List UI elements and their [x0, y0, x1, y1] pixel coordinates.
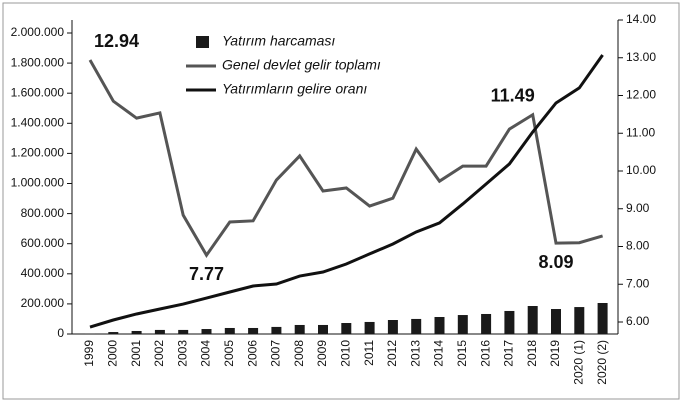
legend-label: Genel devlet gelir toplamı — [222, 57, 381, 73]
y2-tick-label: 14.00 — [626, 12, 656, 26]
bar — [132, 331, 142, 334]
bar — [365, 322, 375, 334]
y-tick-label: 2.000.000 — [11, 25, 65, 39]
y-tick-label: 1.200.000 — [11, 146, 65, 160]
data-label: 8.09 — [538, 252, 573, 272]
x-tick-label: 2009 — [315, 340, 329, 367]
x-tick-label: 2015 — [455, 340, 469, 367]
bar — [458, 315, 468, 334]
bar — [178, 330, 188, 334]
x-tick-label: 2004 — [199, 340, 213, 367]
y-tick-label: 800.000 — [21, 206, 65, 220]
x-tick-label: 2002 — [152, 340, 166, 367]
x-tick-label: 2020 (2) — [595, 340, 609, 385]
x-tick-label: 2018 — [525, 340, 539, 367]
x-tick-label: 2005 — [222, 340, 236, 367]
y2-tick-label: 10.00 — [626, 163, 656, 177]
bar — [108, 332, 118, 334]
y2-tick-label: 11.00 — [626, 125, 655, 139]
x-tick-label: 2001 — [129, 340, 143, 367]
data-label: 7.77 — [189, 264, 224, 284]
y-tick-label: 1.600.000 — [11, 85, 65, 99]
bar — [248, 328, 258, 334]
x-tick-label: 2007 — [269, 340, 283, 367]
x-tick-label: 2017 — [502, 340, 516, 367]
x-tick-label: 2000 — [105, 340, 119, 367]
y-tick-label: 200.000 — [21, 296, 65, 310]
x-tick-label: 2012 — [385, 340, 399, 367]
x-tick-label: 2013 — [408, 340, 422, 367]
x-tick-label: 2003 — [175, 340, 189, 367]
y2-tick-label: 13.00 — [626, 50, 656, 64]
y-tick-label: 600.000 — [21, 236, 65, 250]
y-tick-label: 0 — [57, 326, 64, 340]
bar — [271, 327, 281, 334]
x-tick-label: 2006 — [245, 340, 259, 367]
y2-tick-label: 9.00 — [626, 201, 650, 215]
x-tick-label: 1999 — [82, 340, 96, 367]
bar — [481, 314, 491, 334]
bar — [341, 323, 351, 334]
y-tick-label: 1.400.000 — [11, 115, 65, 129]
y2-tick-label: 12.00 — [626, 88, 656, 102]
legend-label: Yatırımların gelire oranı — [222, 81, 367, 97]
bar — [295, 325, 305, 334]
bar — [155, 330, 165, 334]
x-tick-label: 2019 — [548, 340, 562, 367]
bar — [225, 328, 235, 334]
data-label: 11.49 — [491, 86, 535, 106]
y-tick-label: 1.000.000 — [11, 176, 65, 190]
x-tick-label: 2020 (1) — [571, 340, 585, 385]
bar — [388, 320, 398, 334]
x-tick-label: 2010 — [338, 340, 352, 367]
x-tick-label: 2011 — [362, 340, 376, 366]
bar — [574, 307, 584, 334]
data-label: 12.94 — [94, 31, 139, 51]
legend-swatch — [196, 36, 209, 48]
y-tick-label: 1.800.000 — [11, 55, 65, 69]
bar — [528, 306, 538, 334]
y2-tick-label: 7.00 — [626, 276, 650, 290]
bar — [598, 303, 608, 334]
bar — [435, 317, 445, 334]
y2-tick-label: 8.00 — [626, 239, 650, 253]
bar — [504, 311, 514, 334]
bar — [411, 319, 421, 334]
x-tick-label: 2014 — [432, 340, 446, 367]
x-tick-label: 2008 — [292, 340, 306, 367]
y2-tick-label: 6.00 — [626, 314, 650, 328]
bar — [551, 309, 561, 334]
legend-label: Yatırım harcaması — [222, 33, 335, 49]
x-tick-label: 2016 — [478, 340, 492, 367]
bar — [202, 329, 212, 334]
y-tick-label: 400.000 — [21, 266, 65, 280]
bar — [318, 325, 328, 334]
